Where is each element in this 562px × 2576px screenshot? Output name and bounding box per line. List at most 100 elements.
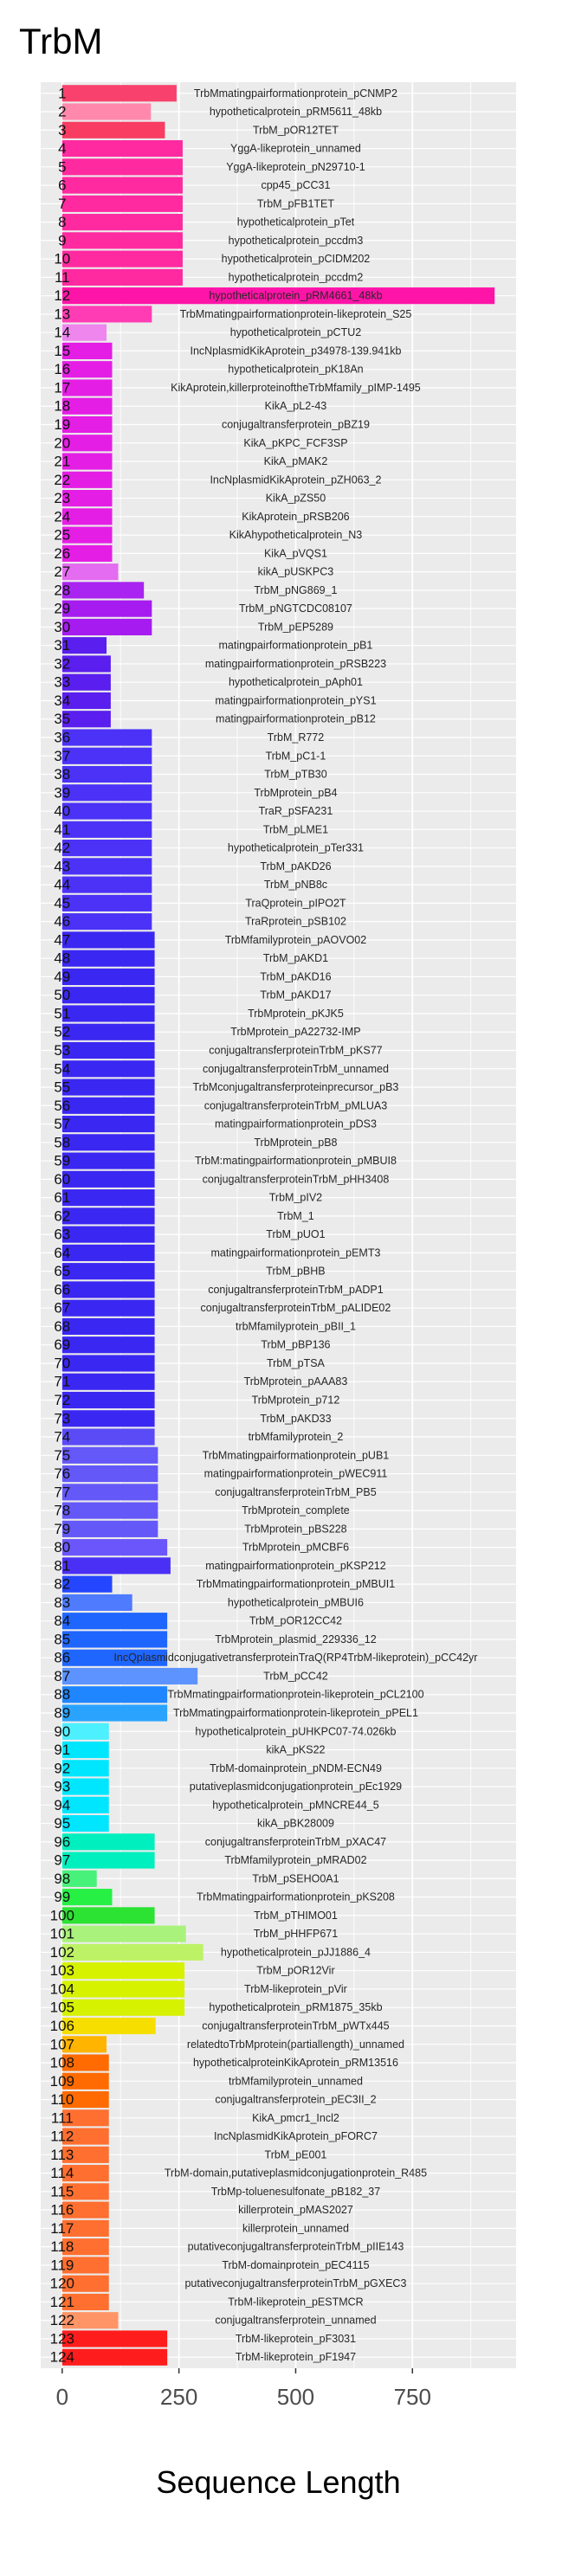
bar-name-label: TrbMprotein_pKJK5 xyxy=(248,1008,344,1020)
bar-36 xyxy=(61,729,152,746)
row-index-label: 74 xyxy=(54,1429,70,1446)
bar-name-label: TrbM-likeprotein_pVir xyxy=(244,1983,347,1995)
row-index-label: 22 xyxy=(54,472,70,488)
row-index-label: 8 xyxy=(58,214,66,230)
bar-name-label: conjugaltransferproteinTrbM_pXAC47 xyxy=(205,1836,386,1848)
bar-name-label: TrbM_pOR12Vir xyxy=(256,1965,334,1977)
row-index-label: 6 xyxy=(58,177,66,194)
bar-name-label: KikA_pVQS1 xyxy=(264,547,327,559)
bar-68 xyxy=(61,1317,155,1336)
bar-name-label: hypotheticalprotein_pTet xyxy=(237,216,355,229)
bar-name-label: conjugaltransferproteinTrbM_pALIDE02 xyxy=(201,1302,391,1314)
row-index-label: 77 xyxy=(54,1484,70,1500)
bar-86 xyxy=(61,1649,168,1666)
row-index-label: 89 xyxy=(54,1704,70,1721)
bar-38 xyxy=(61,765,152,783)
bar-name-label: matingpairformationprotein_pEMT3 xyxy=(210,1246,380,1259)
bar-name-label: TrbMmatingpairformationprotein-likeprote… xyxy=(180,308,412,320)
bar-name-label: conjugaltransferproteinTrbM_pHH3408 xyxy=(203,1173,390,1185)
bar-2 xyxy=(61,103,152,120)
bar-name-label: hypotheticalprotein_pJJ1886_4 xyxy=(221,1946,371,1958)
bar-name-label: TrbMprotein_plasmid_229336_12 xyxy=(215,1633,377,1645)
bar-102 xyxy=(61,1943,203,1961)
bar-name-label: kikA_pBK28009 xyxy=(257,1818,334,1830)
bar-name-label: TraR_pSFA231 xyxy=(259,805,333,817)
bar-75 xyxy=(61,1446,158,1464)
bar-46 xyxy=(61,913,152,931)
bar-60 xyxy=(61,1170,155,1188)
bar-21 xyxy=(61,453,113,470)
row-index-label: 46 xyxy=(54,913,70,930)
chart-title: TrbM xyxy=(19,21,102,61)
bar-99 xyxy=(61,1889,113,1906)
bar-33 xyxy=(61,673,111,691)
bar-1 xyxy=(61,85,177,102)
row-index-label: 53 xyxy=(54,1042,70,1059)
row-index-label: 111 xyxy=(51,2109,74,2126)
bar-name-label: IncNplasmidKikAprotein_pFORC7 xyxy=(214,2130,378,2142)
row-index-label: 18 xyxy=(54,398,70,415)
bar-52 xyxy=(61,1023,155,1040)
bar-118 xyxy=(61,2238,109,2256)
bar-115 xyxy=(61,2183,109,2200)
bar-78 xyxy=(61,1502,158,1519)
bar-name-label: TrbMp-toluenesulfonate_pB182_37 xyxy=(211,2186,381,2198)
row-index-label: 27 xyxy=(54,564,70,580)
bar-54 xyxy=(61,1060,155,1078)
bar-name-label: trbMfamilyprotein_unnamed xyxy=(229,2075,363,2087)
bar-name-label: matingpairformationprotein_pDS3 xyxy=(215,1118,377,1130)
bar-108 xyxy=(61,2054,109,2071)
bar-name-label: hypotheticalprotein_pRM4661_48kb xyxy=(209,290,382,302)
bar-name-label: TraQprotein_pIPO2T xyxy=(245,897,346,909)
row-index-label: 84 xyxy=(54,1613,70,1629)
bar-name-label: TrbMconjugaltransferproteinprecursor_pB3 xyxy=(193,1081,399,1093)
bar-name-label: KikA_pmcr1_Incl2 xyxy=(252,2112,339,2124)
row-index-label: 57 xyxy=(54,1116,70,1132)
bar-22 xyxy=(61,471,113,488)
bar-65 xyxy=(61,1263,155,1280)
bar-name-label: TrbM_pAKD1 xyxy=(263,952,328,964)
row-index-label: 48 xyxy=(54,950,70,967)
bar-name-label: hypotheticalprotein_pMNCRE44_5 xyxy=(212,1799,379,1811)
bar-77 xyxy=(61,1484,158,1501)
row-index-label: 101 xyxy=(50,1926,74,1942)
bar-121 xyxy=(61,2293,109,2311)
bar-name-label: conjugaltransferproteinTrbM_pADP1 xyxy=(208,1284,383,1296)
bar-71 xyxy=(61,1373,155,1390)
bar-29 xyxy=(61,600,152,617)
row-index-label: 63 xyxy=(54,1227,70,1243)
bar-81 xyxy=(61,1557,171,1575)
row-index-label: 65 xyxy=(54,1263,70,1279)
row-index-label: 70 xyxy=(54,1355,70,1371)
bar-116 xyxy=(61,2201,109,2219)
bar-name-label: TrbM_pUO1 xyxy=(266,1228,325,1240)
row-index-label: 64 xyxy=(54,1245,70,1261)
bar-name-label: TrbM_pTSA xyxy=(267,1357,326,1369)
row-index-label: 92 xyxy=(54,1760,70,1776)
bar-26 xyxy=(61,544,113,562)
row-index-label: 121 xyxy=(50,2294,74,2310)
row-index-label: 87 xyxy=(54,1668,70,1684)
bar-106 xyxy=(61,2017,156,2035)
bar-123 xyxy=(61,2330,168,2347)
row-index-label: 72 xyxy=(54,1392,70,1408)
bar-name-label: TrbMprotein_pA22732-IMP xyxy=(230,1026,360,1038)
bar-name-label: TrbM_pIV2 xyxy=(269,1192,322,1204)
bar-name-label: YggA-likeprotein_unnamed xyxy=(230,143,361,155)
bar-name-label: TrbMfamilyprotein_pAOVO02 xyxy=(225,934,367,946)
bar-name-label: hypotheticalprotein_pRM1875_35kb xyxy=(209,2001,382,2013)
bar-13 xyxy=(61,306,152,323)
row-index-label: 44 xyxy=(54,877,70,893)
row-index-label: 102 xyxy=(50,1944,74,1961)
bar-91 xyxy=(61,1741,109,1759)
bar-name-label: KikAprotein_pRSB206 xyxy=(242,511,349,523)
row-index-label: 83 xyxy=(54,1594,70,1611)
bar-66 xyxy=(61,1281,155,1298)
bar-55 xyxy=(61,1079,155,1096)
row-index-label: 9 xyxy=(58,232,66,248)
row-index-label: 80 xyxy=(54,1539,70,1555)
bar-109 xyxy=(61,2072,109,2090)
bar-name-label: matingpairformationprotein_pB1 xyxy=(219,640,373,652)
bar-110 xyxy=(61,2090,109,2109)
bar-name-label: TrbM_pHHFP671 xyxy=(254,1928,339,1940)
